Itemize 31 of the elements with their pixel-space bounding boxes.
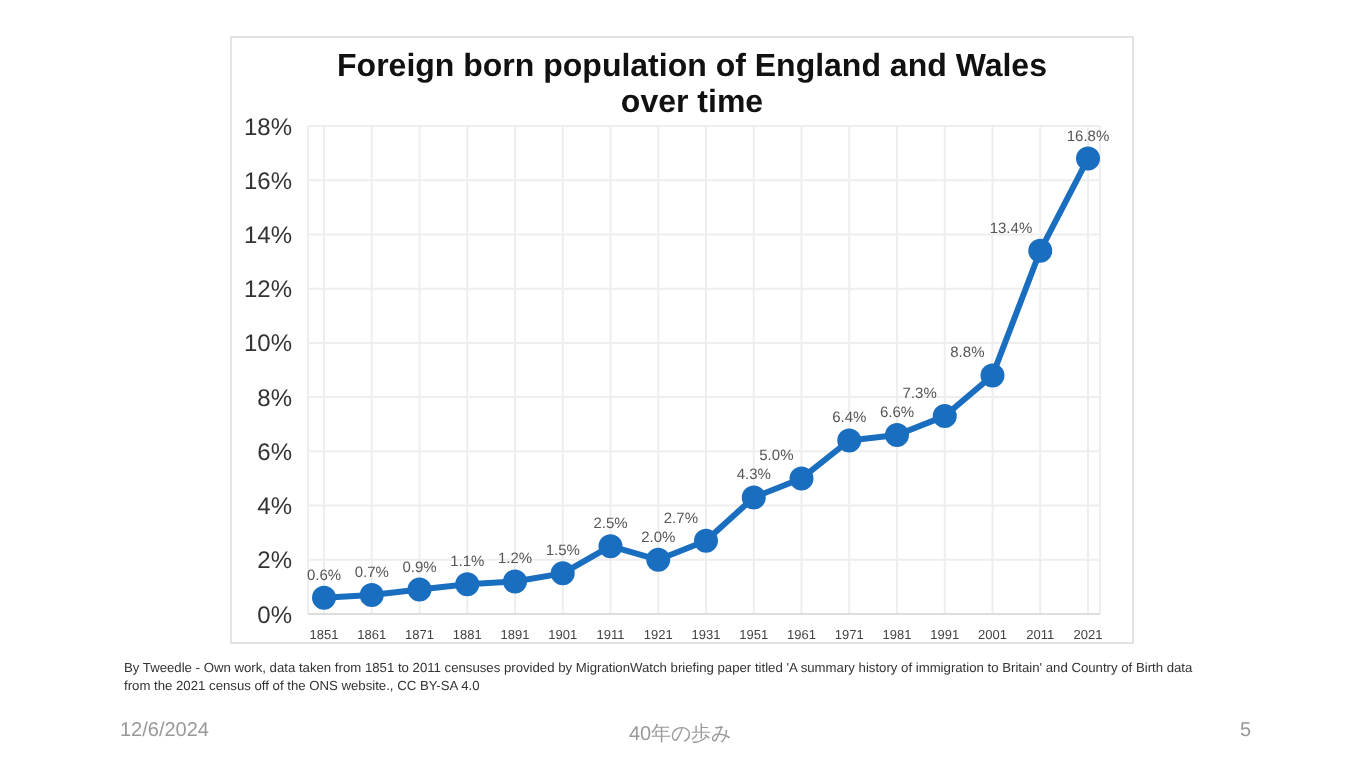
point	[837, 428, 862, 453]
text: 40年の歩み	[628, 724, 732, 746]
y-tick-label: 4%	[257, 492, 293, 521]
point	[789, 466, 814, 491]
text: 12/6/2024	[120, 720, 209, 742]
point	[646, 547, 671, 572]
y-tick-label: 0%	[257, 600, 293, 629]
text: 5	[1240, 720, 1252, 742]
point	[598, 534, 623, 559]
y-tick-label: 10%	[243, 329, 293, 358]
point	[980, 363, 1005, 388]
point	[455, 572, 480, 597]
point	[550, 561, 575, 586]
y-tick-label: 2%	[257, 546, 293, 575]
point	[932, 404, 957, 429]
y-tick-label: 16%	[243, 166, 293, 195]
y-tick-label: 8%	[257, 383, 293, 412]
point	[407, 577, 432, 602]
point	[885, 423, 909, 448]
y-tick-label: 18%	[243, 112, 293, 141]
point	[503, 569, 527, 594]
y-tick-label: 12%	[243, 275, 293, 304]
point	[312, 585, 336, 610]
point	[1028, 238, 1053, 263]
y-tick-label: 14%	[243, 220, 293, 249]
chart-title: Foreign born population of England and Wales over time	[335, 50, 1049, 122]
point	[1076, 146, 1100, 171]
point	[694, 528, 718, 553]
y-tick-label: 6%	[257, 437, 293, 466]
point	[359, 583, 384, 608]
point	[741, 485, 766, 510]
